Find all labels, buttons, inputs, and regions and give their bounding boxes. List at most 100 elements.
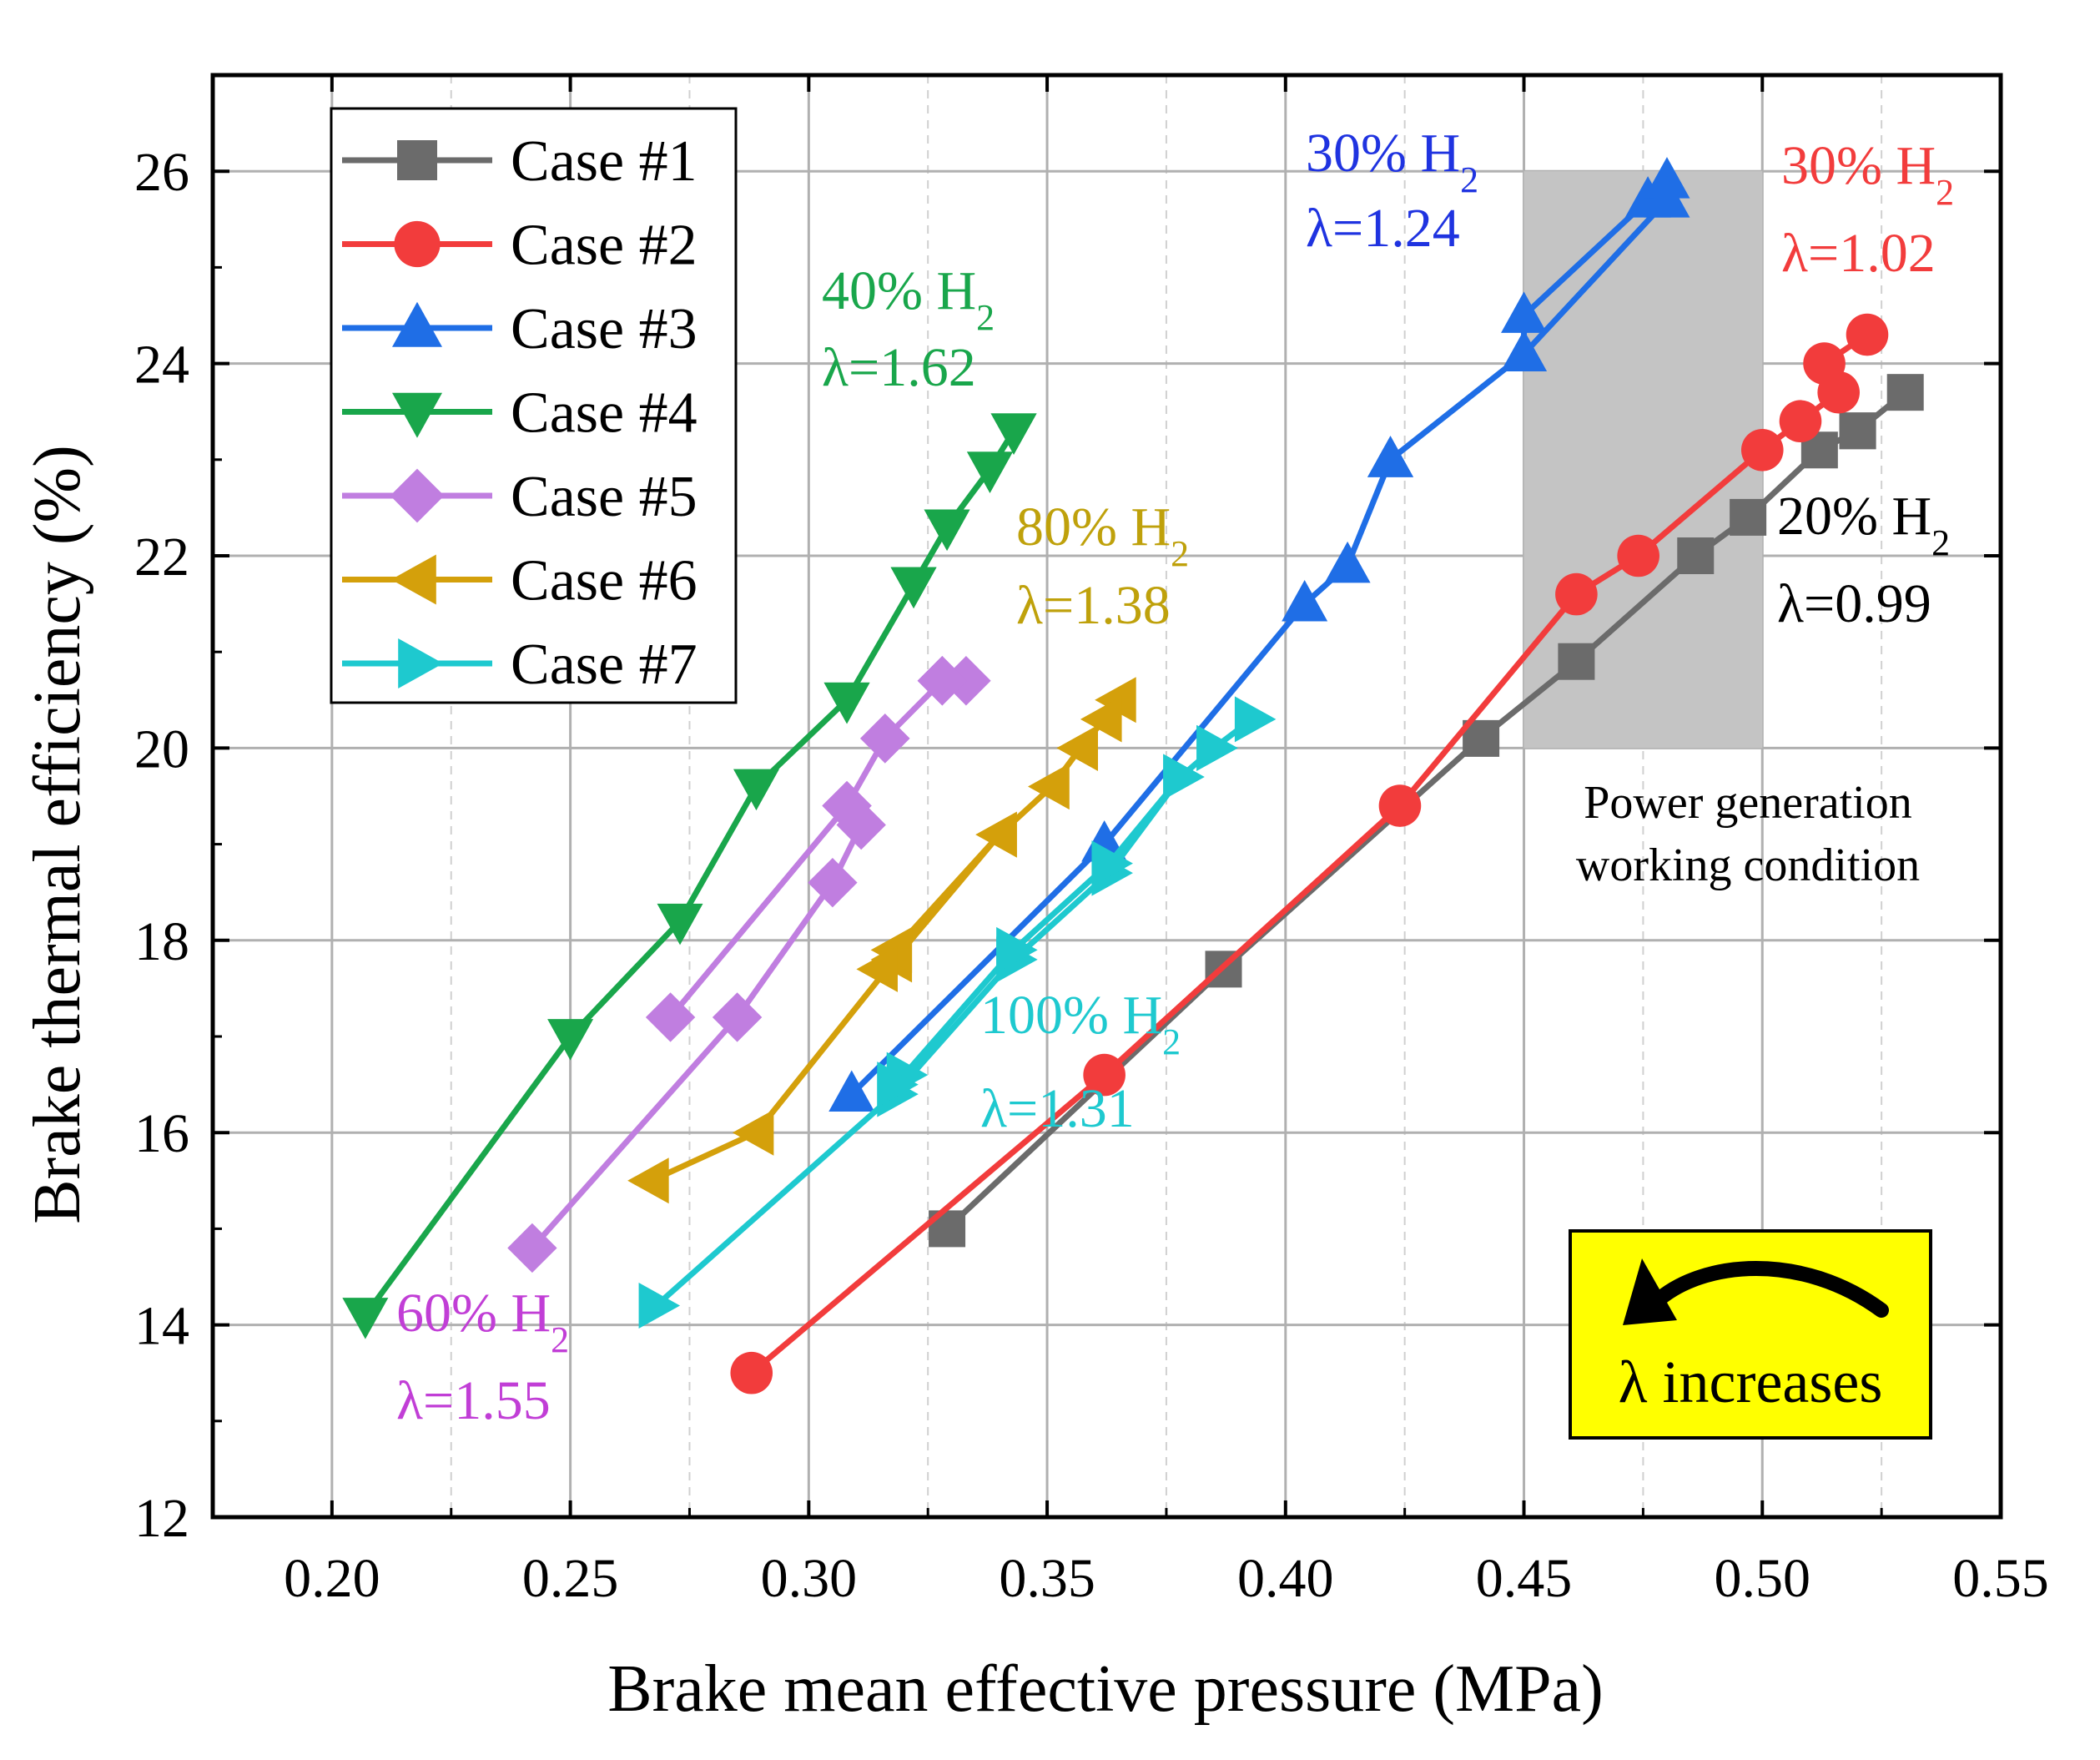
legend-label: Case #6 [511,549,697,613]
marker-triangle-up [1501,330,1548,371]
legend-item: Case #6 [342,549,697,613]
marker-square [1677,537,1715,574]
y-tick-label: 12 [134,1488,189,1549]
series-line [944,389,1909,1231]
marker-square [1839,412,1876,450]
x-tick-label: 0.55 [1952,1548,2049,1609]
x-axis-title: Brake mean effective pressure (MPa) [607,1652,1604,1726]
shaded-label-line2: working condition [1576,840,1920,891]
marker-triangle-up [1367,436,1414,477]
arrowhead-icon [1623,1258,1677,1325]
marker-circle [1779,400,1822,443]
marker-triangle-down [924,509,970,552]
lambda-box: λ increases [1569,1229,1932,1440]
annotation-lambda: λ=1.31 [980,1078,1135,1139]
x-tick-label: 0.40 [1237,1548,1334,1609]
x-tick-label: 0.30 [761,1548,858,1609]
y-tick-label: 14 [134,1296,189,1357]
legend-item: Case #5 [342,465,697,529]
annotation-lambda: λ=1.62 [822,337,976,398]
legend-label: Case #5 [511,465,697,529]
annotation-lambda: λ=1.38 [1016,575,1171,636]
x-tick-label: 0.35 [999,1548,1095,1609]
legend-box [330,107,738,704]
series-group [342,157,1924,1394]
marker-triangle-right [877,1062,919,1108]
marker-triangle-up [1501,291,1548,333]
marker-circle [394,220,441,268]
annotation-h2: 30% H2 [1781,135,1954,213]
annotation-lambda: λ=1.02 [1781,223,1936,284]
legend-item: Case #3 [342,297,697,361]
legend-label: Case #7 [511,633,697,697]
x-tick-label: 0.45 [1476,1548,1573,1609]
marker-circle [1555,572,1598,616]
marker-triangle-up [392,301,442,347]
marker-square [1558,643,1595,680]
marker-circle [1083,1053,1126,1097]
y-axis-title: Brake thermal efficiency (%) [21,445,94,1224]
marker-triangle-down [342,1298,389,1339]
legend-item: Case #1 [342,129,697,194]
marker-diamond [860,714,910,764]
curved-arrow-icon [1649,1261,1889,1318]
annotation-h2: 30% H2 [1306,123,1478,200]
annotation-h2: 60% H2 [396,1283,569,1360]
x-tick-label: 0.20 [284,1548,380,1609]
annotation-h2: 40% H2 [822,260,995,338]
marker-triangle-up [1644,176,1690,218]
x-tick-label: 0.50 [1715,1548,1811,1609]
legend-item: Case #4 [342,381,697,446]
marker-square [1886,374,1924,411]
marker-triangle-right [398,638,444,688]
marker-diamond [390,468,445,523]
series-3 [828,157,1690,1112]
marker-diamond [808,857,858,908]
marker-square [1730,498,1767,536]
series-5 [507,656,991,1273]
series-2 [730,313,1889,1394]
marker-diamond [645,992,696,1042]
marker-triangle-right [1196,724,1238,771]
legend-label: Case #2 [511,214,697,278]
legend: Case #1 Case #2 Case #3 Case #4 Case #5 Case … [330,107,738,704]
marker-triangle-left [856,946,898,992]
annotation-h2: 80% H2 [1016,497,1189,574]
marker-diamond [822,780,872,831]
marker-triangle-down [966,451,1013,493]
y-tick-label: 18 [134,911,189,972]
marker-triangle-left [1056,724,1098,771]
shaded-label-line1: Power generation [1584,777,1911,829]
marker-triangle-right [1091,840,1133,887]
marker-triangle-down [392,392,442,438]
y-tick-label: 26 [134,142,189,203]
marker-square [397,140,437,180]
marker-circle [1803,342,1846,385]
marker-triangle-right [638,1283,681,1329]
plot-frame [210,73,2003,1520]
marker-diamond [836,799,886,850]
marker-circle [1378,784,1422,827]
marker-triangle-right [1163,754,1205,800]
legend-label: Case #3 [511,297,697,361]
marker-diamond [507,1223,557,1273]
marker-triangle-left [390,554,436,605]
annotation-lambda: λ=1.55 [396,1370,551,1431]
series-4 [342,413,1037,1339]
marker-triangle-right [996,926,1038,973]
marker-triangle-down [990,413,1037,455]
marker-triangle-down [657,903,703,946]
marker-triangle-down [823,682,870,724]
legend-label: Case #1 [511,129,697,194]
plot-border [210,73,2003,1520]
y-tick-label: 24 [134,335,189,396]
marker-triangle-left [732,1109,774,1156]
marker-triangle-left [627,1157,669,1204]
series-7 [638,696,1277,1329]
annotation-h2: 20% H2 [1777,486,1950,563]
marker-triangle-down [733,769,779,811]
marker-triangle-right [1234,696,1277,743]
marker-diamond [917,656,968,706]
